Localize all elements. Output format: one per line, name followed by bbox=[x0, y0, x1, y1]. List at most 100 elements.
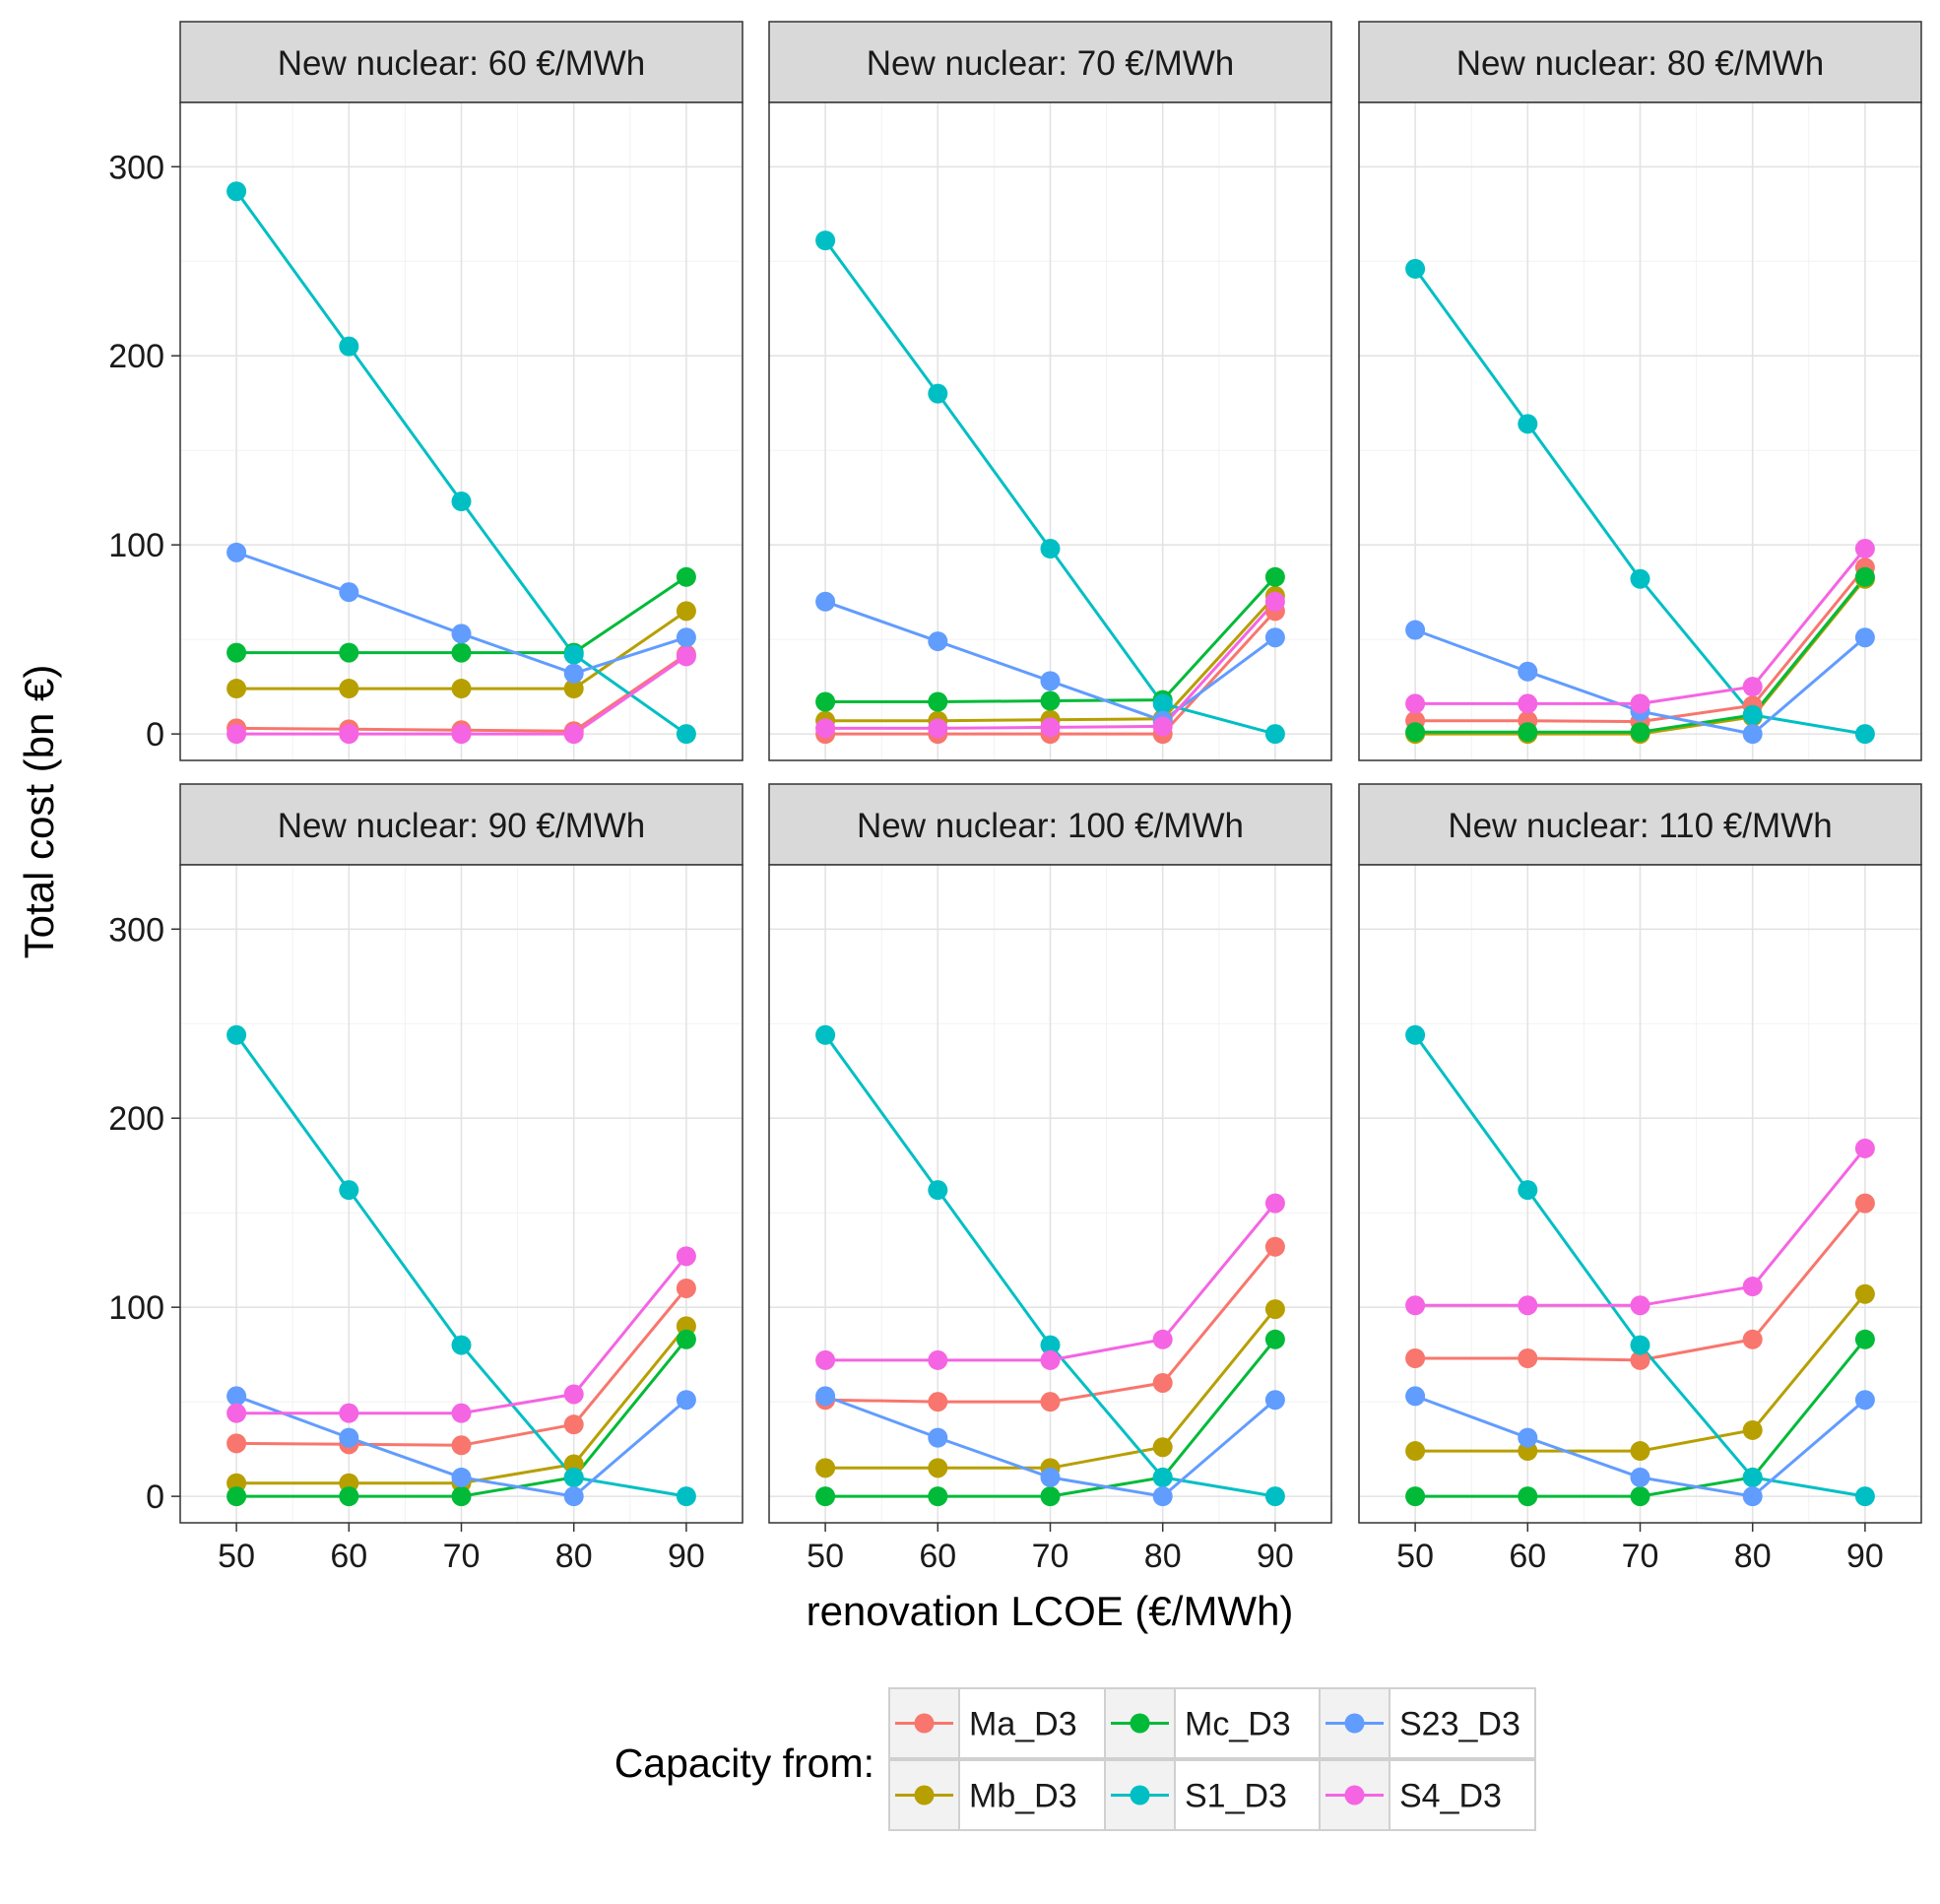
point-S1_D3 bbox=[815, 1024, 836, 1045]
point-Mc_D3 bbox=[815, 1486, 836, 1507]
point-S1_D3 bbox=[676, 724, 696, 745]
point-S4_D3 bbox=[928, 1349, 948, 1370]
point-S4_D3 bbox=[226, 1403, 247, 1423]
point-Mb_D3 bbox=[339, 679, 359, 699]
point-S4_D3 bbox=[1040, 1349, 1061, 1370]
legend-key-point bbox=[1344, 1713, 1365, 1734]
panel-70: New nuclear: 70 €/MWh bbox=[768, 21, 1332, 761]
point-Mc_D3 bbox=[928, 1486, 948, 1507]
point-Mc_D3 bbox=[1630, 1486, 1650, 1507]
y-tick-label: 300 bbox=[108, 149, 164, 186]
point-S4_D3 bbox=[1742, 677, 1763, 697]
point-S23_D3 bbox=[928, 631, 948, 652]
series-points bbox=[815, 1024, 1285, 1507]
legend-key-point bbox=[914, 1785, 935, 1806]
x-tick-label: 50 bbox=[807, 1538, 844, 1575]
x-tick-label: 80 bbox=[1144, 1538, 1182, 1575]
facet-strip bbox=[179, 21, 744, 103]
point-S23_D3 bbox=[339, 582, 359, 603]
point-S23_D3 bbox=[1040, 671, 1061, 691]
legend-key-point bbox=[914, 1713, 935, 1734]
point-S1_D3 bbox=[1742, 704, 1763, 725]
point-S23_D3 bbox=[676, 1390, 696, 1411]
x-tick-label: 70 bbox=[1622, 1538, 1659, 1575]
point-Mc_D3 bbox=[1518, 722, 1538, 743]
y-tick-label: 300 bbox=[108, 911, 164, 949]
point-Mc_D3 bbox=[226, 1486, 247, 1507]
point-Mb_D3 bbox=[1630, 1441, 1650, 1462]
point-S4_D3 bbox=[1854, 539, 1875, 559]
point-Mb_D3 bbox=[1405, 1441, 1426, 1462]
legend-label: S23_D3 bbox=[1399, 1706, 1520, 1743]
point-Mc_D3 bbox=[1854, 1329, 1875, 1349]
point-Ma_D3 bbox=[563, 1414, 584, 1435]
point-Ma_D3 bbox=[1742, 1329, 1763, 1349]
point-S1_D3 bbox=[676, 1486, 696, 1507]
point-Ma_D3 bbox=[1152, 1372, 1173, 1393]
point-S23_D3 bbox=[1264, 627, 1285, 648]
panel-110: New nuclear: 110 €/MWh bbox=[1358, 783, 1922, 1524]
legend-label-box bbox=[1389, 1759, 1536, 1831]
x-tick-label: 80 bbox=[1734, 1538, 1772, 1575]
point-S1_D3 bbox=[1518, 414, 1538, 434]
point-S4_D3 bbox=[1630, 1295, 1650, 1316]
point-S1_D3 bbox=[339, 1180, 359, 1201]
point-Ma_D3 bbox=[451, 1435, 472, 1456]
point-S4_D3 bbox=[815, 1349, 836, 1370]
facet-strip bbox=[1358, 21, 1922, 103]
point-S4_D3 bbox=[563, 724, 584, 745]
point-S4_D3 bbox=[676, 1246, 696, 1267]
point-Ma_D3 bbox=[1405, 1348, 1426, 1368]
point-S1_D3 bbox=[1630, 568, 1650, 589]
point-Mb_D3 bbox=[815, 1458, 836, 1478]
point-Mb_D3 bbox=[1854, 1283, 1875, 1304]
series-points bbox=[226, 1024, 696, 1507]
series-points bbox=[226, 181, 696, 745]
point-S23_D3 bbox=[1405, 620, 1426, 640]
point-S4_D3 bbox=[1152, 1329, 1173, 1349]
point-S1_D3 bbox=[1630, 1335, 1650, 1355]
point-Mc_D3 bbox=[1264, 1329, 1285, 1349]
point-S1_D3 bbox=[339, 336, 359, 357]
legend-entry-Mc_D3: Mc_D3 bbox=[1104, 1687, 1322, 1759]
legend-label: Ma_D3 bbox=[969, 1706, 1077, 1743]
point-Mc_D3 bbox=[1040, 1486, 1061, 1507]
panel-border bbox=[1358, 101, 1922, 761]
point-S4_D3 bbox=[676, 646, 696, 667]
point-S23_D3 bbox=[1854, 1390, 1875, 1411]
legend-entry-S1_D3: S1_D3 bbox=[1104, 1759, 1322, 1831]
point-S23_D3 bbox=[226, 542, 247, 562]
point-S4_D3 bbox=[1518, 693, 1538, 714]
legend-label: S1_D3 bbox=[1185, 1778, 1287, 1815]
facet-strip-label: New nuclear: 80 €/MWh bbox=[1456, 44, 1824, 83]
point-Mb_D3 bbox=[451, 679, 472, 699]
axes-layer: 0 100 200 300 0 100 200 300 50 60 70 80 90 50 60 70 80 90… bbox=[108, 149, 1884, 1575]
point-Mb_D3 bbox=[226, 679, 247, 699]
point-Mc_D3 bbox=[676, 566, 696, 587]
point-S1_D3 bbox=[815, 230, 836, 251]
point-Mc_D3 bbox=[339, 1486, 359, 1507]
point-S1_D3 bbox=[563, 644, 584, 665]
point-S1_D3 bbox=[563, 1467, 584, 1487]
point-Ma_D3 bbox=[1630, 1349, 1650, 1370]
point-S4_D3 bbox=[1152, 716, 1173, 737]
panels-layer: New nuclear: 60 €/MWh New nuclear: 70 €/M… bbox=[179, 21, 1922, 1524]
point-S1_D3 bbox=[1405, 1024, 1426, 1045]
y-tick-label: 100 bbox=[108, 527, 164, 564]
y-tick-label: 100 bbox=[108, 1289, 164, 1327]
point-Mc_D3 bbox=[226, 642, 247, 663]
point-S4_D3 bbox=[563, 1384, 584, 1405]
panel-80: New nuclear: 80 €/MWh bbox=[1358, 21, 1922, 761]
point-S1_D3 bbox=[1152, 1467, 1173, 1487]
panel-border bbox=[768, 101, 1332, 761]
point-S4_D3 bbox=[451, 724, 472, 745]
point-S4_D3 bbox=[1630, 693, 1650, 714]
point-S1_D3 bbox=[1264, 724, 1285, 745]
point-Mc_D3 bbox=[1405, 1486, 1426, 1507]
x-tick-label: 90 bbox=[668, 1538, 705, 1575]
point-Mb_D3 bbox=[1264, 1299, 1285, 1320]
point-Mb_D3 bbox=[928, 1458, 948, 1478]
legend-title: Capacity from: bbox=[614, 1740, 874, 1786]
x-axis-title: renovation LCOE (€/MWh) bbox=[807, 1588, 1294, 1634]
